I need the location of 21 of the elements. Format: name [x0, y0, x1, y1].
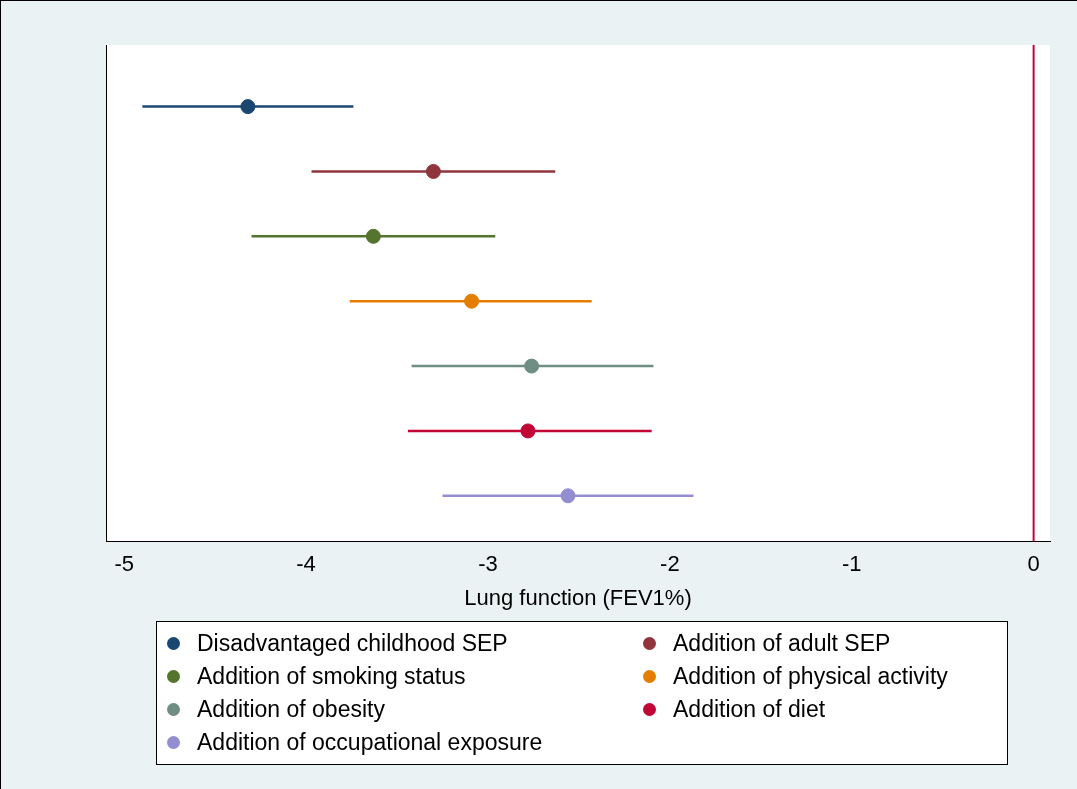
point: [240, 99, 256, 115]
x-tick-label: -3: [478, 551, 498, 577]
x-tick-label: -1: [841, 551, 862, 577]
legend-label: Addition of adult SEP: [673, 630, 891, 657]
point: [560, 488, 576, 504]
point: [365, 228, 381, 244]
legend-label: Addition of diet: [673, 696, 826, 723]
x-tick-label: -2: [660, 551, 680, 577]
legend-label: Addition of obesity: [197, 696, 385, 723]
point: [520, 423, 536, 439]
point: [524, 358, 540, 374]
x-tick-label: -5: [114, 551, 134, 577]
x-tick-label: -4: [296, 551, 316, 577]
x-tick-label: 0: [1027, 551, 1040, 577]
legend-label: Addition of smoking status: [197, 663, 466, 690]
legend-label: Addition of occupational exposure: [197, 729, 543, 756]
point: [425, 163, 441, 179]
legend-label: Disadvantaged childhood SEP: [197, 630, 508, 657]
legend-label: Addition of physical activity: [673, 663, 948, 690]
x-axis-title: Lung function (FEV1%): [464, 584, 692, 610]
point: [464, 293, 480, 309]
